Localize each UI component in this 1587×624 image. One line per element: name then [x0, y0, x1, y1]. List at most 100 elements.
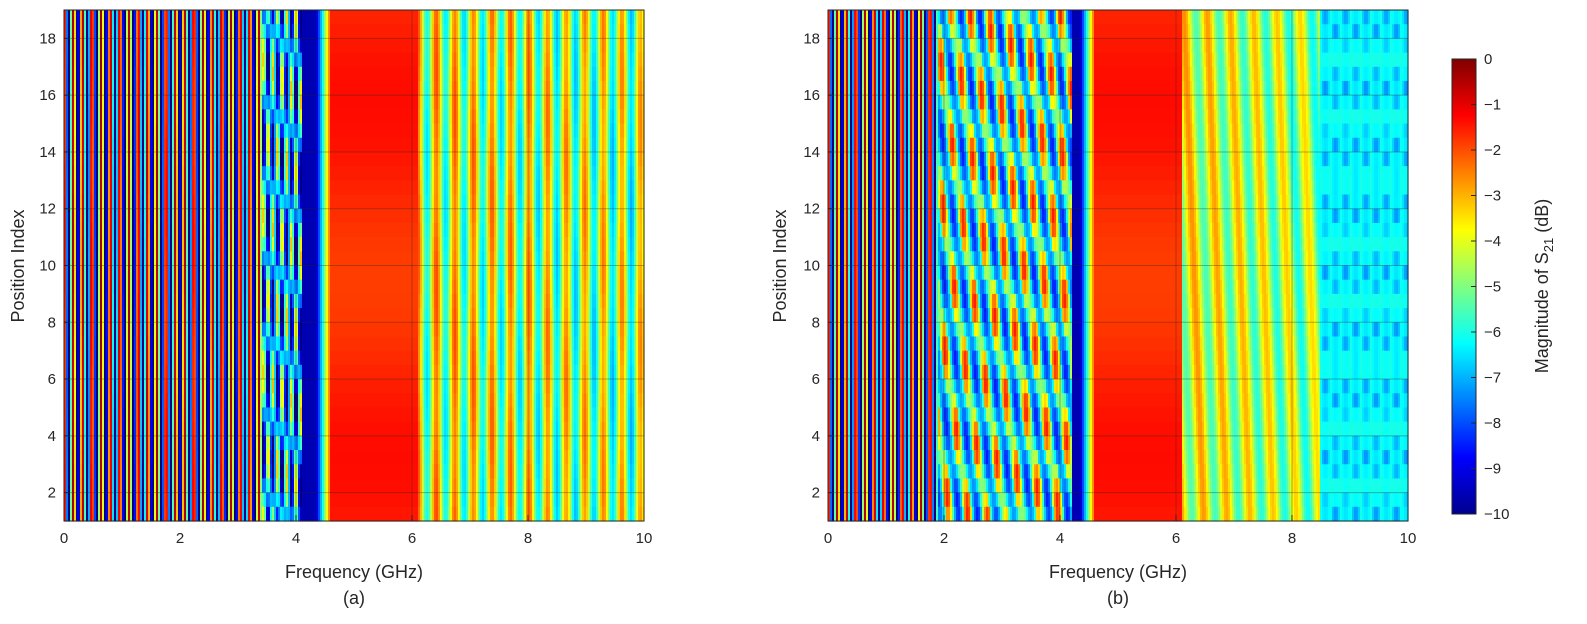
heatmap-cell — [122, 38, 125, 54]
heatmap-cell — [144, 24, 147, 39]
heatmap-cell — [188, 421, 191, 437]
heatmap-cell — [92, 435, 95, 451]
heatmap-cell — [140, 308, 143, 323]
heatmap-cell — [128, 279, 131, 295]
heatmap-cell — [156, 350, 159, 366]
heatmap-cell — [180, 80, 183, 96]
heatmap-cell — [134, 109, 137, 125]
heatmap-cell — [132, 38, 135, 54]
heatmap-cell — [178, 506, 181, 522]
heatmap-cell — [148, 450, 151, 465]
heatmap-cell — [198, 10, 201, 25]
heatmap-cell — [68, 393, 71, 409]
heatmap-cell — [114, 308, 117, 323]
heatmap-cell — [176, 450, 179, 465]
heatmap-cell — [110, 237, 113, 252]
heatmap-cell — [182, 10, 185, 25]
heatmap-cell — [220, 109, 223, 125]
heatmap-cell — [134, 10, 137, 25]
heatmap-cell — [172, 364, 175, 380]
heatmap-cell — [74, 279, 77, 295]
heatmap-cell — [120, 506, 123, 522]
heatmap-cell — [146, 237, 149, 252]
heatmap-cell — [180, 166, 183, 181]
heatmap-cell — [104, 265, 107, 281]
heatmap-cell — [92, 24, 95, 39]
heatmap-cell — [214, 393, 217, 409]
heatmap-cell — [174, 379, 177, 394]
heatmap-cell — [176, 24, 179, 39]
heatmap-cell — [160, 336, 163, 352]
heatmap-cell — [120, 95, 123, 110]
heatmap-cell — [198, 265, 201, 281]
heatmap-cell — [216, 52, 219, 68]
heatmap-cell — [84, 251, 87, 267]
heatmap-cell — [156, 237, 159, 252]
heatmap-cell — [184, 208, 187, 224]
heatmap-cell — [94, 421, 97, 437]
heatmap-cell — [166, 151, 169, 167]
heatmap-cell — [72, 435, 75, 451]
heatmap-cell — [112, 492, 115, 508]
heatmap-cell — [152, 478, 155, 494]
heatmap-cell — [64, 435, 67, 451]
heatmap-cell — [238, 379, 241, 394]
heatmap-cell — [98, 421, 101, 437]
heatmap-cell — [234, 38, 237, 54]
heatmap-cell — [246, 10, 249, 25]
heatmap-cell — [194, 435, 197, 451]
heatmap-cell — [214, 208, 217, 224]
heatmap-cell — [168, 180, 171, 196]
heatmap-cell — [136, 450, 139, 465]
heatmap-cell — [144, 80, 147, 96]
heatmap-cell — [218, 180, 221, 196]
heatmap-cell — [102, 364, 105, 380]
heatmap-cell — [74, 435, 77, 451]
heatmap-cell — [120, 52, 123, 68]
heatmap-cell — [122, 450, 125, 465]
heatmap-cell — [140, 66, 143, 82]
heatmap-cell — [78, 293, 81, 309]
heatmap-cell — [212, 336, 215, 352]
heatmap-cell — [102, 251, 105, 267]
heatmap-cell — [232, 336, 235, 352]
heatmap-cell — [230, 251, 233, 267]
heatmap-cell — [132, 279, 135, 295]
heatmap-cell — [90, 506, 93, 522]
heatmap-cell — [180, 506, 183, 522]
heatmap-cell — [98, 279, 101, 295]
heatmap-cell — [86, 450, 89, 465]
heatmap-cell — [132, 492, 135, 508]
heatmap-cell — [236, 24, 239, 39]
heatmap-cell — [124, 38, 127, 54]
heatmap-cell — [92, 308, 95, 323]
heatmap-cell — [106, 222, 109, 238]
heatmap-cell — [208, 279, 211, 295]
heatmap-cell — [142, 308, 145, 323]
heatmap-cell — [68, 265, 71, 281]
heatmap-cell — [210, 237, 213, 252]
heatmap-cell — [116, 364, 119, 380]
heatmap-cell — [192, 492, 195, 508]
heatmap-cell — [106, 450, 109, 465]
heatmap-cell — [90, 379, 93, 394]
heatmap-cell — [150, 109, 153, 125]
heatmap-cell — [74, 95, 77, 110]
heatmap-cell — [156, 109, 159, 125]
heatmap-cell — [196, 492, 199, 508]
heatmap-cell — [88, 407, 91, 423]
heatmap-cell — [116, 109, 119, 125]
heatmap-cell — [198, 52, 201, 68]
heatmap-cell — [124, 80, 127, 96]
heatmap-cell — [242, 506, 245, 522]
heatmap-cell — [72, 123, 75, 139]
heatmap-cell — [178, 478, 181, 494]
heatmap-cell — [200, 364, 203, 380]
heatmap-cell — [226, 506, 229, 522]
heatmap-cell — [192, 308, 195, 323]
heatmap-cell — [170, 293, 173, 309]
heatmap-cell — [74, 364, 77, 380]
heatmap-cell — [234, 364, 237, 380]
heatmap-cell — [128, 350, 131, 366]
heatmap-cell — [96, 24, 99, 39]
